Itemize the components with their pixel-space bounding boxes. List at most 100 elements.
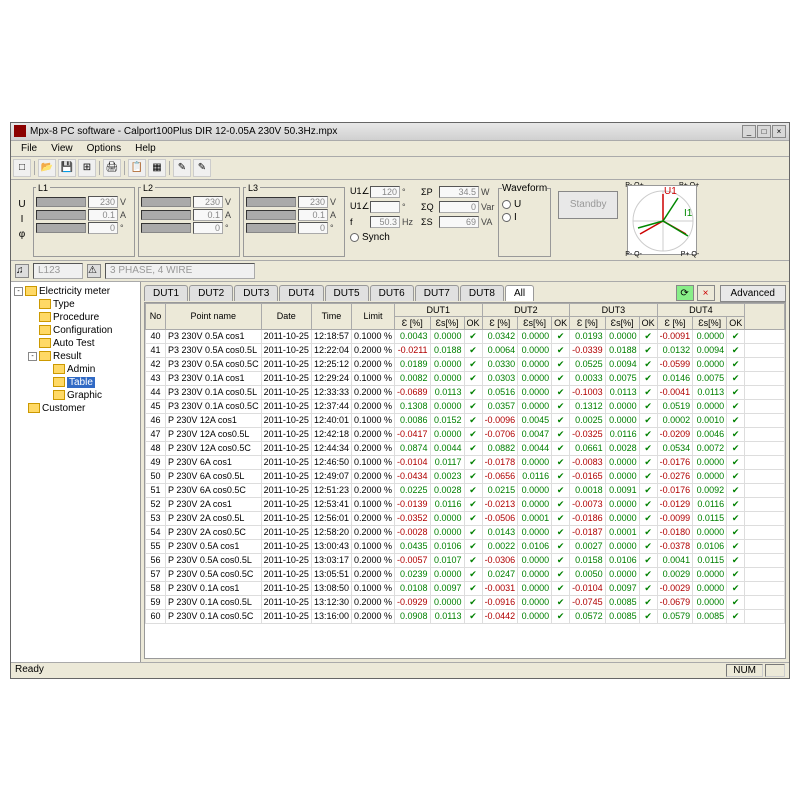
table-row[interactable]: 48P 230V 12A cos0.5C2011-10-2512:44:340.…: [146, 441, 785, 455]
status-num: NUM: [726, 664, 763, 677]
tree-auto-test[interactable]: Auto Test: [28, 337, 137, 350]
label-U: U: [16, 199, 28, 210]
tree-graphic[interactable]: Graphic: [42, 389, 137, 402]
table-row[interactable]: 56P 230V 0.5A cos0.5L2011-10-2513:03:170…: [146, 553, 785, 567]
tab-DUT5[interactable]: DUT5: [325, 285, 369, 301]
toolbar-btn-8[interactable]: ✎: [193, 159, 211, 177]
tree-table[interactable]: Table: [42, 376, 137, 389]
tab-DUT1[interactable]: DUT1: [144, 285, 188, 301]
table-row[interactable]: 41P3 230V 0.5A cos0.5L2011-10-2512:22:04…: [146, 343, 785, 357]
headphone-icon: ♫: [15, 264, 29, 278]
standby-button[interactable]: Standby: [558, 191, 618, 219]
table-row[interactable]: 54P 230V 2A cos0.5C2011-10-2512:58:200.2…: [146, 525, 785, 539]
tab-DUT4[interactable]: DUT4: [279, 285, 323, 301]
tab-DUT3[interactable]: DUT3: [234, 285, 278, 301]
connection-status-row: ♫ L123 ⚠ 3 PHASE, 4 WIRE: [11, 261, 789, 282]
meas-L2: L2 230V 0.1A 0°: [138, 183, 240, 257]
value-SP: 34.5: [439, 186, 479, 198]
svg-text:U1: U1: [664, 186, 677, 197]
tab-DUT7[interactable]: DUT7: [415, 285, 459, 301]
statusbar: Ready NUM: [11, 662, 789, 678]
close-button[interactable]: ×: [772, 125, 786, 138]
data-panel: DUT1DUT2DUT3DUT4DUT5DUT6DUT7DUT8All ⟳× Adv…: [141, 282, 789, 662]
table-row[interactable]: 51P 230V 6A cos0.5C2011-10-2512:51:230.2…: [146, 483, 785, 497]
tree-configuration[interactable]: Configuration: [28, 324, 137, 337]
label-SS: ΣS: [421, 217, 437, 227]
tab-DUT6[interactable]: DUT6: [370, 285, 414, 301]
table-row[interactable]: 55P 230V 0.5A cos12011-10-2513:00:430.10…: [146, 539, 785, 553]
minimize-button[interactable]: _: [742, 125, 756, 138]
toolbar-btn-7[interactable]: ✎: [173, 159, 191, 177]
tab-DUT8[interactable]: DUT8: [460, 285, 504, 301]
data-table: NoPoint nameDateTimeLimitDUT1DUT2DUT3DUT…: [145, 303, 785, 624]
menubar: FileViewOptionsHelp: [11, 141, 789, 157]
toolbar-btn-4[interactable]: 🖨: [103, 159, 121, 177]
table-row[interactable]: 40P3 230V 0.5A cos12011-10-2512:18:570.1…: [146, 329, 785, 343]
toolbar-btn-3[interactable]: ⊞: [78, 159, 96, 177]
waveform-I-radio[interactable]: [502, 213, 511, 222]
table-row[interactable]: 47P 230V 12A cos0.5L2011-10-2512:42:180.…: [146, 427, 785, 441]
table-row[interactable]: 43P3 230V 0.1A cos12011-10-2512:29:240.1…: [146, 371, 785, 385]
waveform-title: Waveform: [502, 183, 547, 194]
value-U12: 120: [370, 186, 400, 198]
table-row[interactable]: 45P3 230V 0.1A cos0.5C2011-10-2512:37:44…: [146, 399, 785, 413]
toolbar: □ 📂💾⊞ 🖨 📋▦ ✎✎: [11, 157, 789, 180]
menu-file[interactable]: File: [14, 142, 44, 155]
tree-admin[interactable]: Admin: [42, 363, 137, 376]
menu-options[interactable]: Options: [80, 142, 128, 155]
table-row[interactable]: 52P 230V 2A cos12011-10-2512:53:410.1000…: [146, 497, 785, 511]
table-row[interactable]: 59P 230V 0.1A cos0.5L2011-10-2513:12:300…: [146, 595, 785, 609]
phasor-diagram: U1 I1: [627, 185, 697, 255]
advanced-button[interactable]: Advanced: [720, 285, 786, 302]
delete-button[interactable]: ×: [697, 285, 715, 301]
synch-label: Synch: [362, 232, 390, 243]
tab-All[interactable]: All: [505, 285, 534, 301]
menu-help[interactable]: Help: [128, 142, 163, 155]
svg-text:I1: I1: [684, 208, 693, 219]
meas-L1: L1 230V 0.1A 0°: [33, 183, 135, 257]
toolbar-btn-6[interactable]: ▦: [148, 159, 166, 177]
main-area: -Electricity meter TypeProcedureConfigur…: [11, 282, 789, 662]
tree-type[interactable]: Type: [28, 298, 137, 311]
refresh-button[interactable]: ⟳: [676, 285, 694, 301]
value-U13: [370, 201, 400, 213]
label-f: f: [350, 217, 368, 227]
measurement-panel: U I φ L1 230V 0.1A 0°L2 230V 0.1A 0°L3 2…: [11, 180, 789, 261]
toolbar-btn-2[interactable]: 💾: [58, 159, 76, 177]
table-row[interactable]: 53P 230V 2A cos0.5L2011-10-2512:56:010.2…: [146, 511, 785, 525]
label-SQ: ΣQ: [421, 202, 437, 212]
waveform-U-radio[interactable]: [502, 200, 511, 209]
tree-result[interactable]: -Result: [28, 350, 137, 363]
table-row[interactable]: 60P 230V 0.1A cos0.5C2011-10-2513:16:000…: [146, 609, 785, 623]
synch-radio[interactable]: [350, 233, 359, 242]
toolbar-btn-0[interactable]: □: [13, 159, 31, 177]
tree-procedure[interactable]: Procedure: [28, 311, 137, 324]
label-I: I: [16, 214, 28, 225]
toolbar-btn-5[interactable]: 📋: [128, 159, 146, 177]
table-row[interactable]: 42P3 230V 0.5A cos0.5C2011-10-2512:25:12…: [146, 357, 785, 371]
tree-customer[interactable]: Customer: [14, 402, 137, 415]
value-SS: 69: [439, 216, 479, 228]
table-row[interactable]: 44P3 230V 0.1A cos0.5L2011-10-2512:33:33…: [146, 385, 785, 399]
tab-DUT2[interactable]: DUT2: [189, 285, 233, 301]
table-row[interactable]: 46P 230V 12A cos12011-10-2512:40:010.100…: [146, 413, 785, 427]
table-row[interactable]: 50P 230V 6A cos0.5L2011-10-2512:49:070.2…: [146, 469, 785, 483]
value-f: 50.3: [370, 216, 400, 228]
meas-L3: L3 230V 0.1A 0°: [243, 183, 345, 257]
status-L123: L123: [33, 263, 83, 279]
maximize-button[interactable]: □: [757, 125, 771, 138]
tab-row: DUT1DUT2DUT3DUT4DUT5DUT6DUT7DUT8All ⟳× Adv…: [141, 282, 789, 302]
label-U12: U1∠2: [350, 186, 368, 197]
label-U13: U1∠3: [350, 201, 368, 212]
tree-root[interactable]: -Electricity meter: [14, 285, 137, 298]
menu-view[interactable]: View: [44, 142, 80, 155]
app-icon: [14, 125, 26, 137]
toolbar-btn-1[interactable]: 📂: [38, 159, 56, 177]
table-row[interactable]: 49P 230V 6A cos12011-10-2512:46:500.1000…: [146, 455, 785, 469]
titlebar: Mpx-8 PC software - Calport100Plus DIR 1…: [11, 123, 789, 141]
table-row[interactable]: 58P 230V 0.1A cos12011-10-2513:08:500.10…: [146, 581, 785, 595]
window-title: Mpx-8 PC software - Calport100Plus DIR 1…: [30, 126, 742, 137]
tree-panel: -Electricity meter TypeProcedureConfigur…: [11, 282, 141, 662]
data-table-wrap: NoPoint nameDateTimeLimitDUT1DUT2DUT3DUT…: [144, 302, 786, 659]
table-row[interactable]: 57P 230V 0.5A cos0.5C2011-10-2513:05:510…: [146, 567, 785, 581]
